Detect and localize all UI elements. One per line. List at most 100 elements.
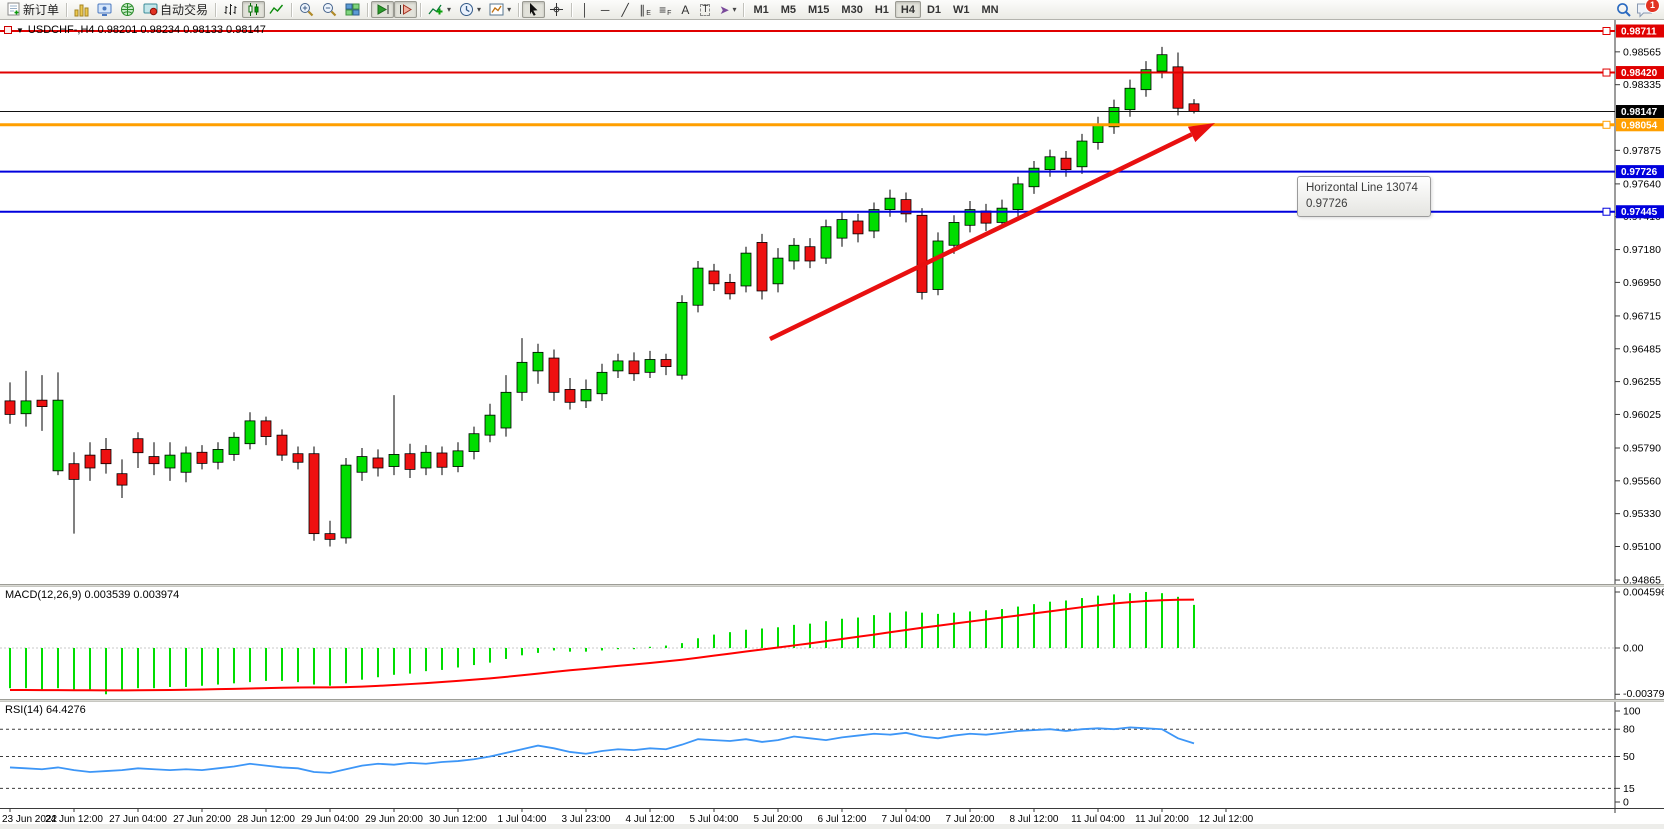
bar-chart-button[interactable] [219, 1, 242, 18]
market-watch-button[interactable] [116, 1, 139, 18]
vertical-line-icon: │ [581, 2, 589, 17]
panel-splitter[interactable] [0, 584, 1664, 587]
one-click-trading-toggle[interactable]: ▼ [16, 25, 24, 35]
chevron-down-icon[interactable]: ▾ [507, 5, 512, 14]
panel-splitter[interactable] [0, 699, 1664, 702]
candlestick-series[interactable] [4, 46, 1200, 547]
time-label: 7 Jul 04:00 [882, 814, 931, 825]
svg-text:0.98054: 0.98054 [1621, 120, 1658, 131]
time-label: 30 Jun 12:00 [429, 814, 487, 825]
rsi-label: RSI(14) 64.4276 [5, 704, 86, 716]
chevron-down-icon[interactable]: ▾ [447, 5, 452, 14]
zoom-out-button[interactable] [318, 1, 341, 18]
trend-arrow[interactable] [769, 123, 1215, 342]
time-label: 3 Jul 23:00 [562, 814, 611, 825]
line-chart-button[interactable] [265, 1, 288, 18]
text-label-icon: T [700, 3, 711, 16]
svg-text:80: 80 [1623, 724, 1635, 736]
svg-text:0.98420: 0.98420 [1621, 68, 1658, 79]
timeframe-m15-button[interactable]: M15 [808, 3, 830, 16]
timeframe-w1-button[interactable]: W1 [953, 3, 970, 16]
toolbar-right: 1 [1612, 0, 1662, 18]
tooltip-line2: 0.97726 [1306, 198, 1348, 210]
trendline-tool-button[interactable]: ╱ [615, 1, 635, 18]
candlestick-chart-button[interactable] [242, 1, 266, 18]
tile-windows-button[interactable] [341, 1, 364, 18]
svg-text:0.98335: 0.98335 [1623, 79, 1661, 91]
main-chart-panel[interactable]: 0.985650.983350.978750.976400.974100.971… [0, 20, 1664, 584]
time-label: 24 Jun 12:00 [45, 814, 103, 825]
vertical-line-tool-button[interactable]: │ [575, 1, 595, 18]
new-order-button[interactable]: 新订单 [2, 1, 63, 18]
svg-text:0.95100: 0.95100 [1623, 541, 1661, 553]
separator [215, 2, 217, 17]
line-handle[interactable] [1602, 120, 1611, 129]
price-axis[interactable]: 0.985650.983350.978750.976400.974100.971… [1615, 46, 1661, 584]
hline-left-anchor[interactable] [4, 26, 12, 34]
svg-text:0.98565: 0.98565 [1623, 46, 1661, 58]
templates-button[interactable]: ▾ [485, 1, 515, 18]
horizontal-line-tooltip: Horizontal Line 13074 0.97726 [1297, 176, 1431, 217]
macd-panel[interactable]: 0.004596 0.00 -0.003797 MACD(12,26,9) 0.00… [0, 587, 1664, 699]
indicators-button[interactable]: ▾ [424, 1, 455, 18]
horizontal-line-0.98711[interactable]: 0.98711 [0, 24, 1664, 38]
timeframe-h1-button[interactable]: H1 [874, 3, 889, 16]
crosshair-tool-button[interactable] [545, 1, 568, 18]
timeframe-d1-button[interactable]: D1 [926, 3, 942, 16]
cursor-tool-button[interactable] [522, 1, 546, 18]
channel-tool-button[interactable]: ∥ E [635, 1, 655, 18]
arrows-tool-icon: ➤ [719, 2, 730, 17]
line-handle[interactable] [1602, 68, 1611, 77]
svg-text:0.98711: 0.98711 [1621, 27, 1657, 38]
search-button[interactable] [1612, 1, 1636, 18]
horizontal-line-0.98420[interactable]: 0.98420 [0, 66, 1664, 80]
timeframe-mn-button[interactable]: MN [981, 3, 999, 16]
autotrading-button[interactable]: 自动交易 [139, 1, 212, 18]
main-chart-canvas[interactable]: 0.985650.983350.978750.976400.974100.971… [0, 20, 1664, 584]
svg-text:0.00: 0.00 [1623, 643, 1644, 655]
time-label: 29 Jun 04:00 [301, 814, 359, 825]
line-handle[interactable] [1602, 27, 1611, 35]
svg-text:100: 100 [1623, 706, 1641, 718]
horizontal-line-tool-button[interactable]: ─ [595, 1, 615, 18]
separator [743, 2, 745, 17]
notifications-button[interactable]: 1 [1636, 0, 1660, 18]
horizontal-line-0.97726[interactable]: 0.97726 [0, 165, 1664, 179]
timeframe-m1-button[interactable]: M1 [753, 3, 769, 16]
profiles-icon [97, 3, 112, 16]
timeframe-h4-button[interactable]: H4 [894, 1, 921, 18]
timeframe-m5-button[interactable]: M5 [780, 3, 797, 16]
rsi-panel[interactable]: 100 80 50 15 0 RSI(14) 64.4276 [0, 702, 1664, 808]
separator [518, 2, 520, 17]
line-chart-icon [269, 4, 284, 14]
separator [367, 2, 369, 17]
chart-window: 0.985650.983350.978750.976400.974100.971… [0, 20, 1664, 829]
periods-button[interactable]: ▾ [455, 1, 485, 18]
channel-letter: E [646, 10, 651, 17]
horizontal-line-0.98054[interactable]: 0.98054 [0, 118, 1664, 132]
chart-shift-button[interactable] [394, 1, 418, 18]
text-tool-button[interactable]: A [675, 1, 695, 18]
line-handle[interactable] [1602, 207, 1611, 216]
chevron-down-icon[interactable]: ▾ [732, 5, 737, 14]
zoom-out-icon [323, 3, 337, 17]
time-label: 8 Jul 12:00 [1010, 814, 1059, 825]
time-label: 23 Jun 2022 [2, 814, 57, 825]
macd-histogram [9, 591, 1195, 695]
timeframe-m30-button[interactable]: M30 [841, 3, 863, 16]
auto-scroll-button[interactable] [371, 1, 395, 18]
toolbar: 新订单 自动交易 [0, 0, 1664, 20]
chart-title: ▼ USDCHF-,H4 0.98201 0.98234 0.98133 0.9… [4, 24, 266, 36]
chevron-down-icon[interactable]: ▾ [477, 5, 482, 14]
svg-text:0: 0 [1623, 797, 1629, 809]
text-label-tool-button[interactable]: T [695, 1, 715, 18]
trendline-icon: ╱ [621, 2, 629, 17]
arrows-tool-button[interactable]: ➤ ▾ [715, 1, 740, 18]
profiles-button[interactable] [93, 1, 116, 18]
zoom-in-button[interactable] [295, 1, 318, 18]
new-order-icon [7, 2, 20, 16]
time-axis[interactable]: 23 Jun 2022 24 Jun 12:00 27 Jun 04:00 27 Ju… [0, 808, 1664, 829]
new-chart-button[interactable] [70, 1, 93, 18]
fibonacci-tool-button[interactable]: ≡ F [655, 1, 675, 18]
svg-text:0.97445: 0.97445 [1621, 207, 1658, 218]
